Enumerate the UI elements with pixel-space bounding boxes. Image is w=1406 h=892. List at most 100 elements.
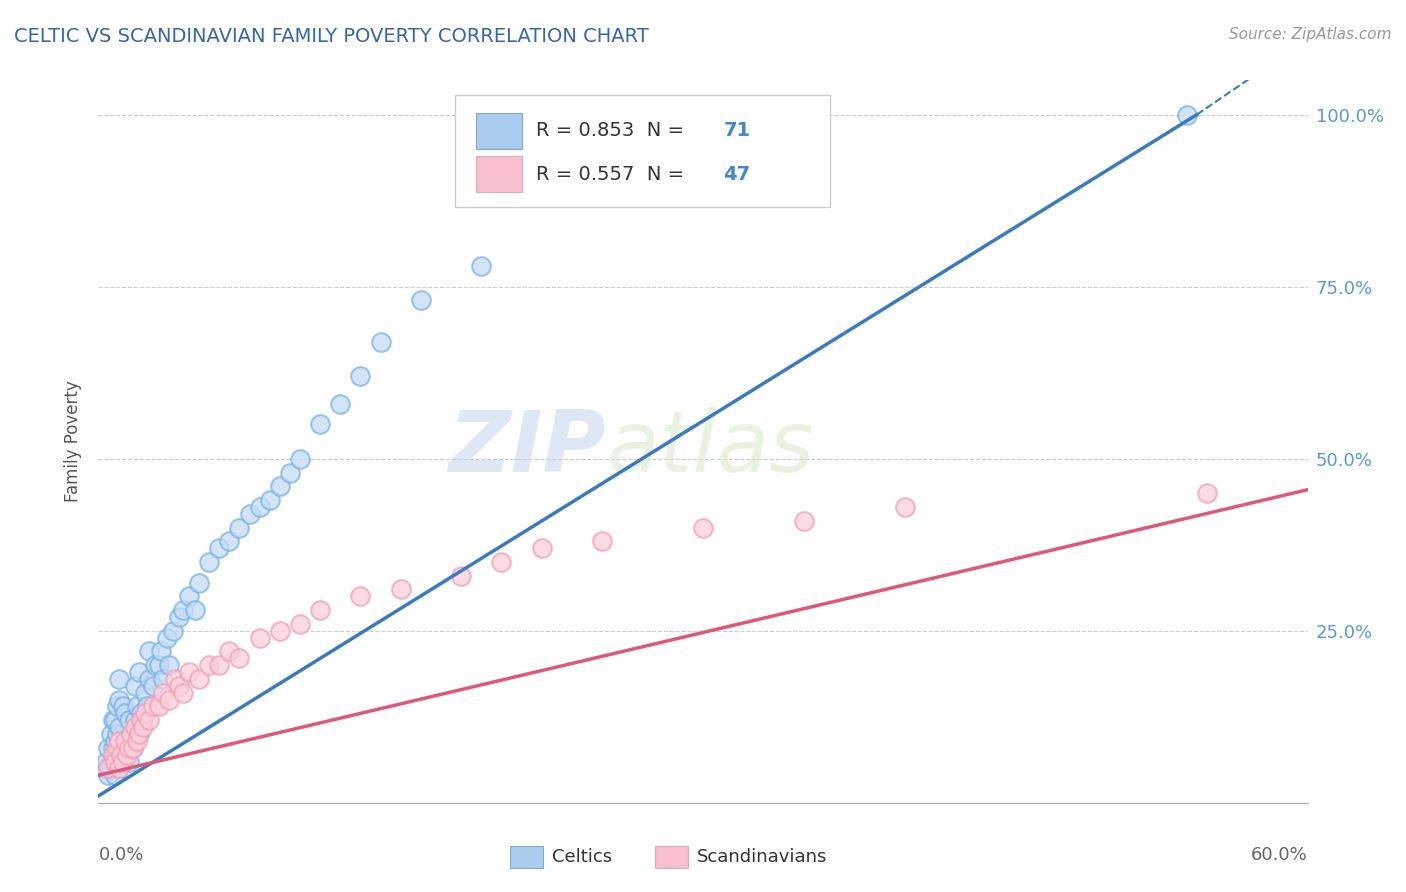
Text: Scandinavians: Scandinavians [697, 848, 827, 866]
Point [249, 500, 271, 514]
Point [389, 582, 412, 597]
Text: 47: 47 [724, 165, 751, 184]
Point [103, 747, 125, 762]
Point [179, 665, 201, 679]
Point [121, 740, 143, 755]
Point [138, 672, 160, 686]
Point [370, 334, 392, 349]
Point [107, 761, 129, 775]
Point [450, 568, 472, 582]
Point [103, 755, 125, 769]
Point [128, 727, 150, 741]
Point [93, 761, 115, 775]
Point [132, 713, 155, 727]
Point [138, 713, 160, 727]
Point [162, 624, 184, 638]
Point [329, 397, 352, 411]
Point [228, 651, 250, 665]
Point [157, 692, 180, 706]
Point [259, 493, 281, 508]
Point [309, 603, 332, 617]
Point [208, 541, 231, 556]
Text: R = 0.853  N =: R = 0.853 N = [536, 121, 690, 140]
Point [125, 734, 148, 748]
Point [288, 616, 311, 631]
Point [128, 727, 150, 741]
Point [278, 466, 301, 480]
Point [470, 259, 492, 273]
Point [97, 768, 120, 782]
Point [101, 755, 124, 769]
Point [97, 761, 120, 775]
Text: R = 0.557  N =: R = 0.557 N = [536, 165, 690, 184]
Point [115, 734, 138, 748]
Point [105, 699, 128, 714]
Text: Celtics: Celtics [551, 848, 612, 866]
Point [111, 740, 134, 755]
Bar [509, 847, 543, 868]
Text: atlas: atlas [606, 408, 814, 491]
Point [218, 644, 240, 658]
Point [125, 699, 148, 714]
Point [114, 747, 136, 762]
Point [110, 747, 132, 762]
Point [138, 644, 160, 658]
Point [349, 369, 371, 384]
Bar [475, 112, 522, 149]
Point [184, 603, 207, 617]
Point [149, 644, 172, 658]
Point [103, 768, 125, 782]
Point [121, 740, 143, 755]
Point [152, 672, 174, 686]
Point [107, 672, 129, 686]
Point [148, 658, 170, 673]
Point [111, 699, 134, 714]
Point [143, 658, 166, 673]
Point [135, 699, 157, 714]
Point [100, 727, 122, 741]
Point [114, 706, 136, 721]
Point [107, 692, 129, 706]
Point [198, 658, 221, 673]
Point [134, 706, 156, 721]
Point [124, 679, 146, 693]
Point [103, 713, 125, 727]
Point [409, 293, 432, 308]
Point [172, 603, 194, 617]
Point [218, 534, 240, 549]
Point [269, 624, 291, 638]
Point [349, 590, 371, 604]
Point [124, 720, 146, 734]
Point [107, 740, 129, 755]
Point [309, 417, 332, 432]
Point [105, 727, 128, 741]
Text: 71: 71 [724, 121, 751, 140]
Point [893, 500, 915, 514]
Bar [475, 156, 522, 193]
Point [101, 713, 124, 727]
Point [157, 658, 180, 673]
Point [163, 672, 186, 686]
Point [107, 720, 129, 734]
Point [591, 534, 613, 549]
Point [124, 713, 146, 727]
Point [118, 740, 141, 755]
Point [103, 734, 125, 748]
Text: Source: ZipAtlas.com: Source: ZipAtlas.com [1229, 27, 1392, 42]
Point [115, 747, 138, 762]
Point [97, 740, 120, 755]
Point [118, 713, 141, 727]
Point [142, 699, 165, 714]
Point [1175, 108, 1198, 122]
Point [491, 555, 513, 569]
Point [179, 590, 201, 604]
Point [118, 755, 141, 769]
Text: 60.0%: 60.0% [1251, 847, 1308, 864]
Point [1195, 486, 1218, 500]
Point [111, 755, 134, 769]
Point [120, 727, 142, 741]
Point [167, 679, 190, 693]
Point [107, 734, 129, 748]
Point [96, 755, 118, 769]
Y-axis label: Family Poverty: Family Poverty [65, 381, 83, 502]
